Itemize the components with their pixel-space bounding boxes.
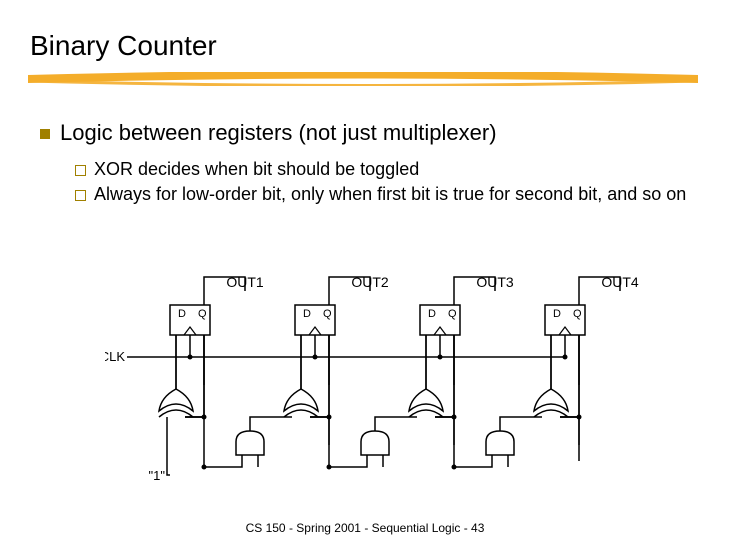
svg-text:"1": "1" — [149, 468, 166, 483]
svg-text:D: D — [553, 308, 561, 320]
bullet-open-square-icon — [75, 190, 86, 201]
sub-bullet-text: XOR decides when bit should be toggled — [94, 159, 419, 179]
sub-bullet-list: XOR decides when bit should be toggled A… — [75, 158, 695, 209]
svg-text:D: D — [303, 308, 311, 320]
main-bullet-text: Logic between registers (not just multip… — [60, 120, 497, 145]
sub-bullet-text: Always for low-order bit, only when firs… — [94, 184, 686, 204]
bullet-open-square-icon — [75, 165, 86, 176]
page-title: Binary Counter — [30, 30, 217, 62]
slide-footer: CS 150 - Spring 2001 - Sequential Logic … — [0, 521, 730, 535]
counter-diagram: OUT1DQ"1"OUT2DQOUT3DQOUT4DQCLK — [105, 265, 645, 500]
svg-text:Q: Q — [198, 308, 207, 320]
svg-text:D: D — [428, 308, 436, 320]
svg-text:CLK: CLK — [105, 349, 125, 364]
title-underline — [28, 72, 698, 86]
main-bullet: Logic between registers (not just multip… — [40, 120, 497, 146]
svg-text:Q: Q — [448, 308, 457, 320]
sub-bullet-item: Always for low-order bit, only when firs… — [75, 183, 695, 206]
bullet-square-icon — [40, 129, 50, 139]
svg-text:D: D — [178, 308, 186, 320]
svg-text:Q: Q — [323, 308, 332, 320]
sub-bullet-item: XOR decides when bit should be toggled — [75, 158, 695, 181]
svg-text:Q: Q — [573, 308, 582, 320]
